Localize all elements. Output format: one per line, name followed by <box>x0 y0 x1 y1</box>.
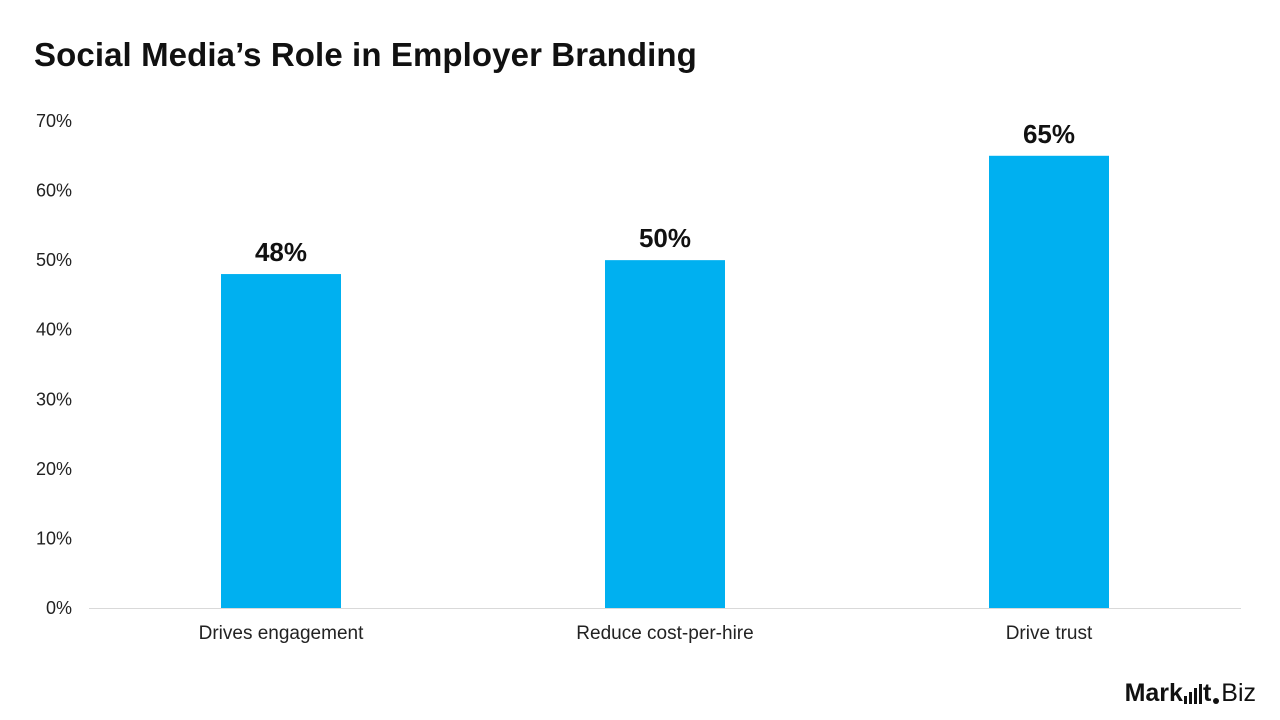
brand-logo-text-start: Mark <box>1124 679 1183 707</box>
y-tick-label: 0% <box>46 598 72 618</box>
y-tick-label: 10% <box>36 528 72 548</box>
brand-logo: Mark t Biz <box>1125 681 1256 706</box>
brand-logo-text-end: Biz <box>1221 679 1256 707</box>
y-tick-label: 50% <box>36 250 72 270</box>
brand-logo-text-mid: t <box>1202 679 1212 707</box>
y-tick-label: 30% <box>36 389 72 409</box>
x-category-label: Drive trust <box>1006 623 1093 644</box>
brand-bars-icon <box>1183 684 1202 704</box>
y-tick-label: 40% <box>36 320 72 340</box>
data-label: 50% <box>639 223 691 253</box>
bar <box>221 274 341 608</box>
data-label: 65% <box>1023 119 1075 149</box>
y-tick-label: 70% <box>36 111 72 131</box>
x-category-label: Reduce cost-per-hire <box>576 623 753 644</box>
y-tick-label: 20% <box>36 459 72 479</box>
x-category-label: Drives engagement <box>199 623 364 644</box>
brand-dot-icon <box>1213 698 1220 704</box>
y-tick-label: 60% <box>36 181 72 201</box>
data-label: 48% <box>255 237 307 267</box>
chart-title: Social Media’s Role in Employer Branding <box>34 36 697 73</box>
bar <box>989 155 1109 609</box>
bar <box>605 260 725 608</box>
